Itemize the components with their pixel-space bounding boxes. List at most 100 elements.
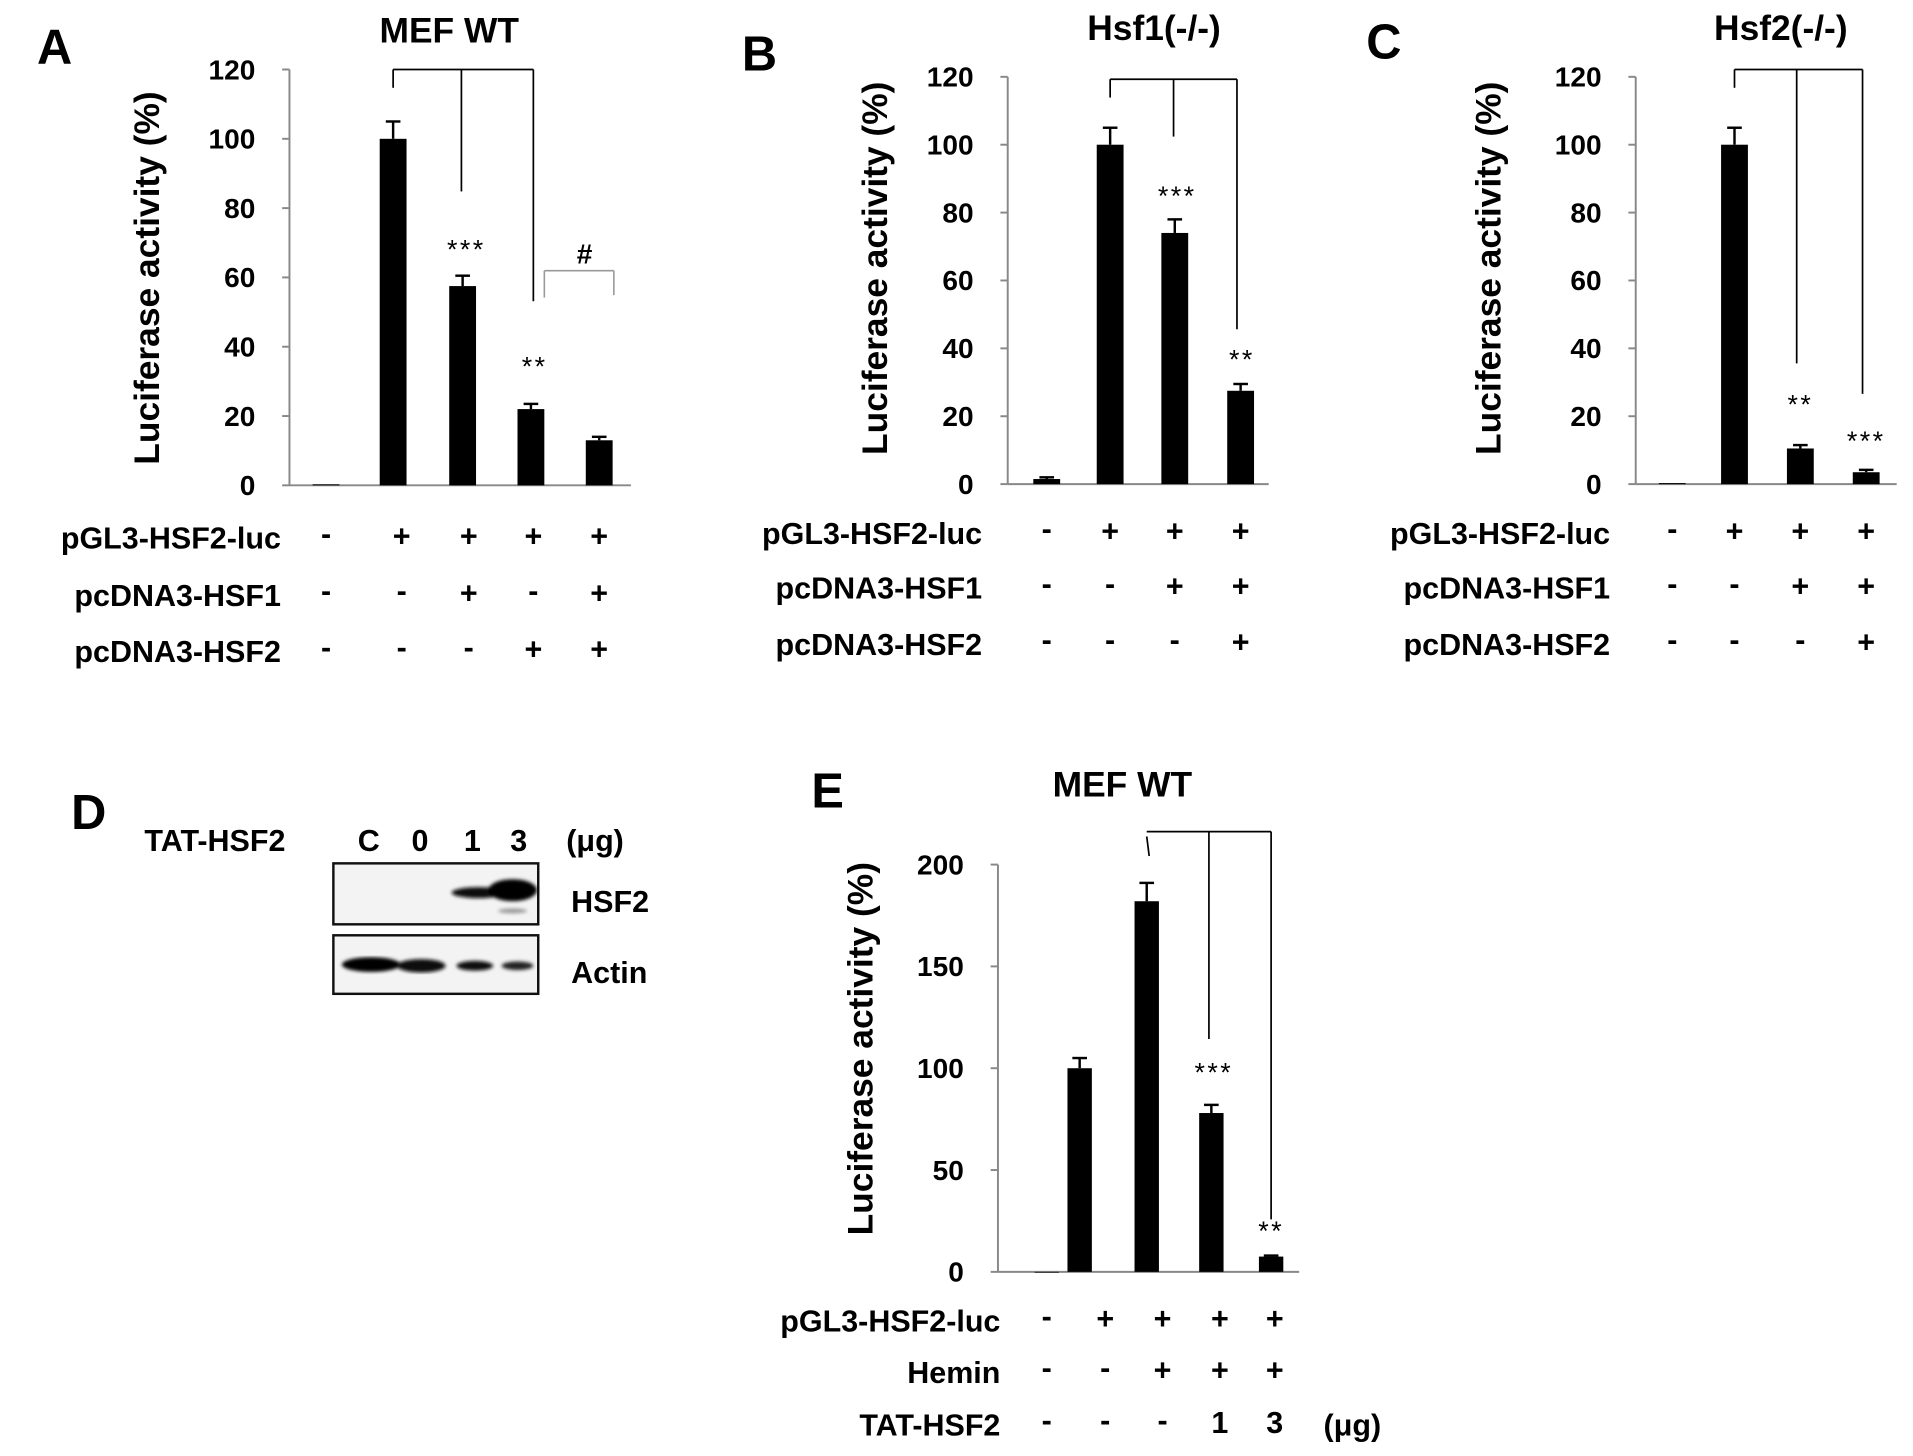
bar [1852, 472, 1880, 485]
y-tick-label: 80 [1570, 197, 1601, 228]
condition-mark: + [1101, 514, 1119, 548]
panel-letter: B [742, 28, 777, 82]
condition-label: pGL3-HSF2-luc [61, 522, 281, 556]
significance-label: *** [447, 235, 486, 265]
y-axis-label: Luciferase activity (%) [1469, 82, 1508, 455]
blot-lane-1: 1 [464, 824, 481, 858]
condition-mark: + [524, 519, 542, 553]
bar [1786, 448, 1814, 485]
chart-title: MEF WT [379, 12, 519, 51]
y-tick-label: 20 [224, 401, 255, 432]
condition-mark: + [590, 577, 608, 611]
condition-mark: + [1857, 569, 1875, 603]
condition-label: pcDNA3-HSF2 [1404, 628, 1611, 662]
blot-hsf2-bands [451, 879, 538, 914]
panel-letter: C [1366, 16, 1401, 70]
bar [1199, 1113, 1224, 1272]
bar [1034, 1271, 1059, 1273]
panel-d-blot: D TAT-HSF2 C 0 1 3 (μg) HSF2 Actin [71, 786, 649, 996]
blot-lane-c: C [358, 824, 380, 858]
y-tick-label: 80 [224, 193, 255, 224]
blot-lane-3: 3 [510, 824, 527, 858]
y-tick-label: 40 [1570, 333, 1601, 364]
condition-mark: + [460, 519, 478, 553]
condition-mark: - [1105, 567, 1115, 601]
bar [1258, 1256, 1284, 1272]
panel-e-chart: E MEF WT Luciferase activity (%) 0 50 100 150 2… [780, 764, 1381, 1442]
condition-mark: - [397, 630, 407, 664]
condition-mark: - [1042, 1403, 1052, 1437]
y-tick-label: 0 [958, 469, 974, 500]
condition-mark: - [1042, 512, 1052, 546]
bar [312, 484, 340, 486]
condition-mark: + [1232, 625, 1250, 659]
condition-mark: + [1857, 514, 1875, 548]
condition-label: pGL3-HSF2-luc [780, 1305, 1000, 1339]
condition-mark: - [1158, 1403, 1168, 1437]
condition-label: pcDNA3-HSF1 [776, 572, 983, 606]
y-tick-label: 20 [942, 401, 973, 432]
y-tick-label: 100 [927, 129, 974, 160]
y-tick-label: 80 [942, 197, 973, 228]
condition-mark: + [524, 633, 542, 667]
panel-a-chart: A MEF WT Luciferase activity (%) 0 20 40 60 80 1… [37, 12, 631, 669]
condition-mark: - [1042, 1300, 1052, 1334]
panel-letter: A [37, 20, 72, 74]
y-tick-label: 0 [948, 1257, 964, 1288]
condition-mark: - [321, 630, 331, 664]
y-tick-label: 0 [240, 470, 256, 501]
condition-mark: + [1166, 514, 1184, 548]
condition-mark: + [1232, 514, 1250, 548]
panel-b-chart: B Hsf1(-/-) Luciferase activity (%) 0 20 40 60… [742, 9, 1269, 662]
condition-mark: + [590, 519, 608, 553]
blot-actin-bands [341, 957, 534, 973]
significance-label: ** [1258, 1216, 1284, 1246]
significance-label: ** [1229, 344, 1255, 374]
condition-mark: - [321, 574, 331, 608]
condition-mark: - [1042, 567, 1052, 601]
chart-title: MEF WT [1053, 765, 1193, 804]
significance-label: *** [1847, 426, 1886, 456]
y-tick-label: 150 [917, 951, 964, 982]
condition-label: TAT-HSF2 [859, 1408, 1000, 1442]
condition-mark: - [1105, 623, 1115, 657]
condition-mark: - [1100, 1351, 1110, 1385]
y-tick-label: 50 [933, 1155, 964, 1186]
y-tick-label: 20 [1570, 401, 1601, 432]
bar [449, 286, 477, 486]
condition-mark: - [1100, 1403, 1110, 1437]
blot-band-actin: Actin [571, 956, 647, 990]
condition-mark: - [1042, 1351, 1052, 1385]
bar [517, 409, 545, 486]
condition-mark: + [1857, 625, 1875, 659]
significance-bracket [1145, 836, 1151, 857]
condition-unit: (μg) [1324, 1408, 1382, 1442]
condition-mark: + [1154, 1302, 1172, 1336]
bar [379, 138, 407, 486]
condition-mark: + [1154, 1353, 1172, 1387]
bar [1227, 390, 1255, 485]
y-tick-label: 40 [942, 333, 973, 364]
y-tick-label: 60 [1570, 265, 1601, 296]
condition-mark: - [1729, 623, 1739, 657]
condition-mark: - [1667, 567, 1677, 601]
condition-mark: - [1667, 512, 1677, 546]
significance-label: # [577, 238, 593, 269]
condition-label: Hemin [907, 1356, 1000, 1390]
y-axis-label: Luciferase activity (%) [128, 91, 167, 464]
y-tick-label: 0 [1586, 469, 1602, 500]
significance-label: *** [1158, 181, 1197, 211]
condition-label: pcDNA3-HSF2 [776, 628, 983, 662]
condition-label: pcDNA3-HSF1 [74, 579, 281, 613]
condition-mark: - [1795, 623, 1805, 657]
condition-label: pcDNA3-HSF1 [1404, 572, 1611, 606]
y-tick-label: 100 [209, 124, 256, 155]
condition-mark: - [397, 574, 407, 608]
bar [585, 440, 613, 486]
y-axis-label: Luciferase activity (%) [856, 82, 895, 455]
bar [1096, 144, 1124, 485]
condition-mark: - [528, 574, 538, 608]
condition-mark: - [464, 630, 474, 664]
panel-c-chart: C Hsf2(-/-) Luciferase activity (%) 0 20 40 60… [1366, 9, 1897, 662]
bar [1721, 144, 1748, 485]
